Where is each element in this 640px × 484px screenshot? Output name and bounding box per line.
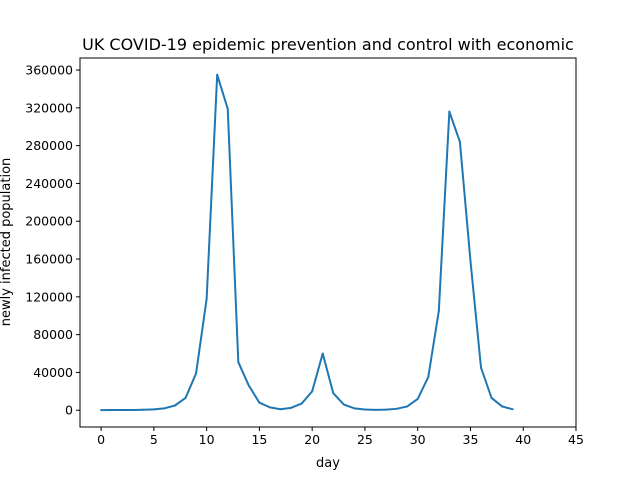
data-point xyxy=(321,352,324,355)
x-tick-label: 20 xyxy=(304,432,320,447)
data-point xyxy=(131,408,134,411)
data-point xyxy=(100,409,103,412)
chart-title: UK COVID-19 epidemic prevention and cont… xyxy=(82,35,574,54)
data-point xyxy=(142,408,145,411)
data-point xyxy=(173,404,176,407)
x-tick-label: 25 xyxy=(357,432,373,447)
data-point xyxy=(406,405,409,408)
data-point xyxy=(300,402,303,405)
x-tick-label: 10 xyxy=(199,432,215,447)
data-point xyxy=(385,408,388,411)
x-tick-label: 35 xyxy=(463,432,479,447)
x-tick-label: 5 xyxy=(150,432,158,447)
data-point xyxy=(311,390,314,393)
data-point xyxy=(195,372,198,375)
data-point xyxy=(121,409,124,412)
series-layer xyxy=(100,73,514,412)
x-axis-label: day xyxy=(316,456,340,471)
data-point xyxy=(237,361,240,364)
data-point xyxy=(342,403,345,406)
y-tick-label: 320000 xyxy=(25,100,73,115)
data-point xyxy=(163,407,166,410)
data-point xyxy=(480,366,483,369)
data-point xyxy=(511,408,514,411)
y-tick-label: 360000 xyxy=(25,63,73,78)
data-point xyxy=(501,405,504,408)
data-point xyxy=(268,406,271,409)
y-axis-label: newly infected population xyxy=(0,158,14,327)
x-tick-label: 30 xyxy=(410,432,426,447)
y-tick-label: 200000 xyxy=(25,214,73,229)
y-tick-label: 120000 xyxy=(25,289,73,304)
data-point xyxy=(247,384,250,387)
data-point xyxy=(332,392,335,395)
data-point xyxy=(374,408,377,411)
data-point xyxy=(416,397,419,400)
data-point xyxy=(258,401,261,404)
axis-ticks: 0 5 10 15 20 25 30 35 40 45 0 40000 80000 120000 16000… xyxy=(25,63,584,447)
x-tick-label: 40 xyxy=(515,432,531,447)
plot-frame xyxy=(79,57,577,428)
y-tick-label: 0 xyxy=(65,403,73,418)
data-point xyxy=(448,110,451,113)
data-point xyxy=(427,376,430,379)
data-point xyxy=(226,107,229,110)
data-point xyxy=(290,406,293,409)
data-point xyxy=(437,310,440,313)
data-point xyxy=(152,408,155,411)
data-point xyxy=(184,396,187,399)
x-tick-label: 45 xyxy=(568,432,584,447)
data-point xyxy=(110,409,113,412)
x-tick-label: 15 xyxy=(251,432,267,447)
data-point xyxy=(279,408,282,411)
data-point xyxy=(490,396,493,399)
y-tick-label: 40000 xyxy=(33,365,73,380)
x-tick-label: 0 xyxy=(97,432,105,447)
data-point xyxy=(395,407,398,410)
data-point xyxy=(363,408,366,411)
y-tick-label: 160000 xyxy=(25,252,73,267)
series-line xyxy=(101,73,513,412)
data-point xyxy=(205,297,208,300)
y-tick-label: 80000 xyxy=(33,327,73,342)
y-tick-label: 240000 xyxy=(25,176,73,191)
data-point xyxy=(216,73,219,76)
data-point xyxy=(353,407,356,410)
y-tick-label: 280000 xyxy=(25,138,73,153)
data-point xyxy=(469,259,472,262)
data-point xyxy=(458,140,461,143)
